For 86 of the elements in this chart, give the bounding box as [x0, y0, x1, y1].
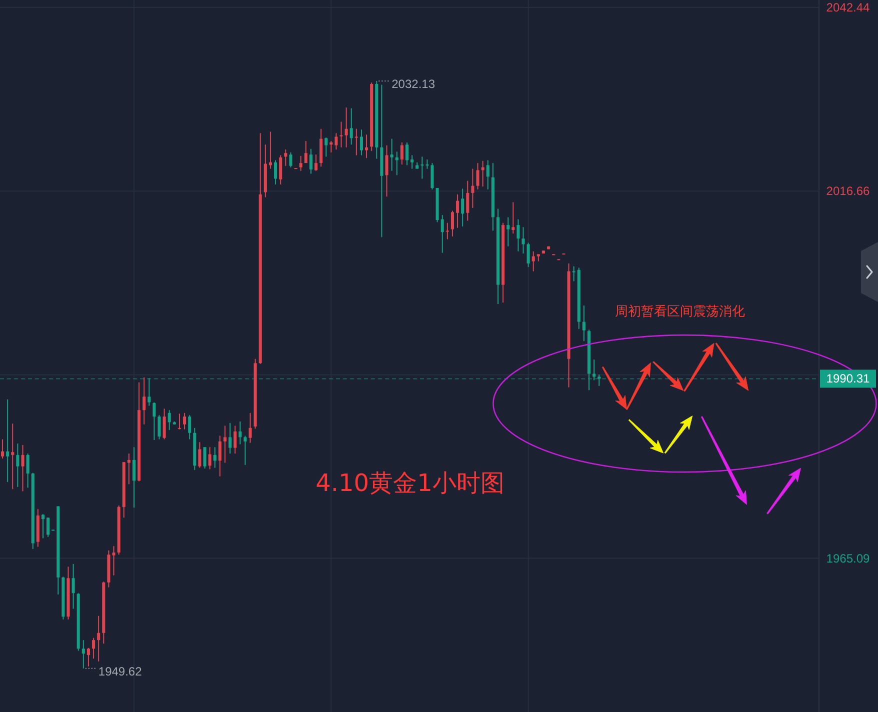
candlestick	[430, 162, 434, 190]
candlestick	[244, 435, 247, 466]
candlestick	[309, 148, 312, 174]
candlestick	[324, 136, 328, 158]
ref-line-label: 1990.31	[826, 372, 870, 386]
candlestick	[279, 154, 282, 185]
candlestick	[512, 202, 515, 234]
candlestick	[466, 180, 470, 222]
candlestick	[400, 142, 404, 165]
candlestick	[234, 425, 237, 454]
candlestick	[360, 129, 363, 156]
candlestick	[385, 144, 388, 198]
candlestick	[334, 132, 338, 150]
candlestick	[461, 188, 464, 227]
candlestick	[218, 435, 222, 477]
candlestick	[248, 412, 252, 444]
candlestick	[142, 376, 146, 425]
candlestick	[304, 140, 308, 164]
candlestick	[82, 640, 85, 669]
candlestick	[223, 425, 226, 464]
candlestick	[284, 149, 288, 166]
candlestick	[330, 140, 333, 153]
candlestick	[506, 216, 510, 247]
candlestick	[420, 156, 424, 180]
candlestick	[198, 442, 202, 468]
candlestick	[152, 402, 156, 441]
candlestick	[208, 446, 212, 470]
candlestick	[158, 414, 161, 440]
y-tick-label: 2042.44	[826, 0, 870, 15]
candlestick	[97, 615, 100, 662]
candlestick	[213, 446, 216, 468]
candlestick	[41, 514, 44, 539]
candlestick	[572, 266, 576, 282]
candlestick	[450, 210, 454, 237]
candlestick	[456, 194, 460, 228]
candlestick	[26, 453, 30, 488]
candlestick	[405, 142, 408, 166]
candlestick	[72, 563, 75, 610]
candlestick	[228, 422, 232, 454]
candlestick	[46, 517, 50, 538]
candlestick	[516, 218, 520, 252]
candlestick	[178, 413, 181, 430]
annotation: 周初暂看区间震荡消化	[615, 304, 745, 320]
candlestick	[486, 160, 490, 190]
candlestick	[410, 154, 414, 170]
candlestick	[582, 304, 586, 342]
candlestick	[238, 421, 242, 445]
text: 4.10黄金1小时图	[316, 469, 504, 498]
annotation: 2032.13	[392, 76, 436, 91]
candlestick	[476, 162, 480, 190]
candlestick	[274, 160, 278, 185]
candlestick	[127, 453, 130, 485]
candlestick	[426, 158, 429, 170]
annotation: 1949.62	[98, 664, 142, 678]
candlestick	[598, 374, 601, 386]
candlestick	[168, 410, 171, 431]
candlestick	[148, 378, 151, 406]
candlestick	[1, 438, 4, 460]
candlestick	[16, 443, 20, 488]
candlestick	[92, 637, 96, 660]
candlestick	[188, 414, 192, 440]
candlestick	[446, 222, 449, 240]
candlestick	[526, 242, 530, 268]
candlestick	[471, 168, 474, 208]
candlestick	[350, 108, 353, 146]
candlestick	[183, 412, 186, 430]
candlestick	[132, 446, 136, 508]
candlestick	[289, 152, 292, 168]
candlestick	[6, 398, 10, 483]
candlestick	[440, 214, 444, 254]
candlestick	[11, 423, 14, 490]
candlestick	[354, 128, 358, 156]
candlestick	[112, 546, 116, 576]
candlestick	[314, 154, 318, 172]
candlestick	[532, 250, 535, 272]
candlestick	[162, 408, 166, 440]
candlestick	[299, 155, 302, 172]
candlestick	[203, 446, 206, 469]
candlestick	[340, 121, 343, 148]
candlestick	[522, 226, 525, 254]
candlestick	[21, 444, 24, 492]
candlestick	[344, 107, 348, 148]
y-tick-label: 1965.09	[826, 551, 870, 566]
candlestick	[390, 138, 394, 172]
y-tick-label: 2016.66	[826, 184, 870, 198]
candlestick	[86, 647, 90, 667]
